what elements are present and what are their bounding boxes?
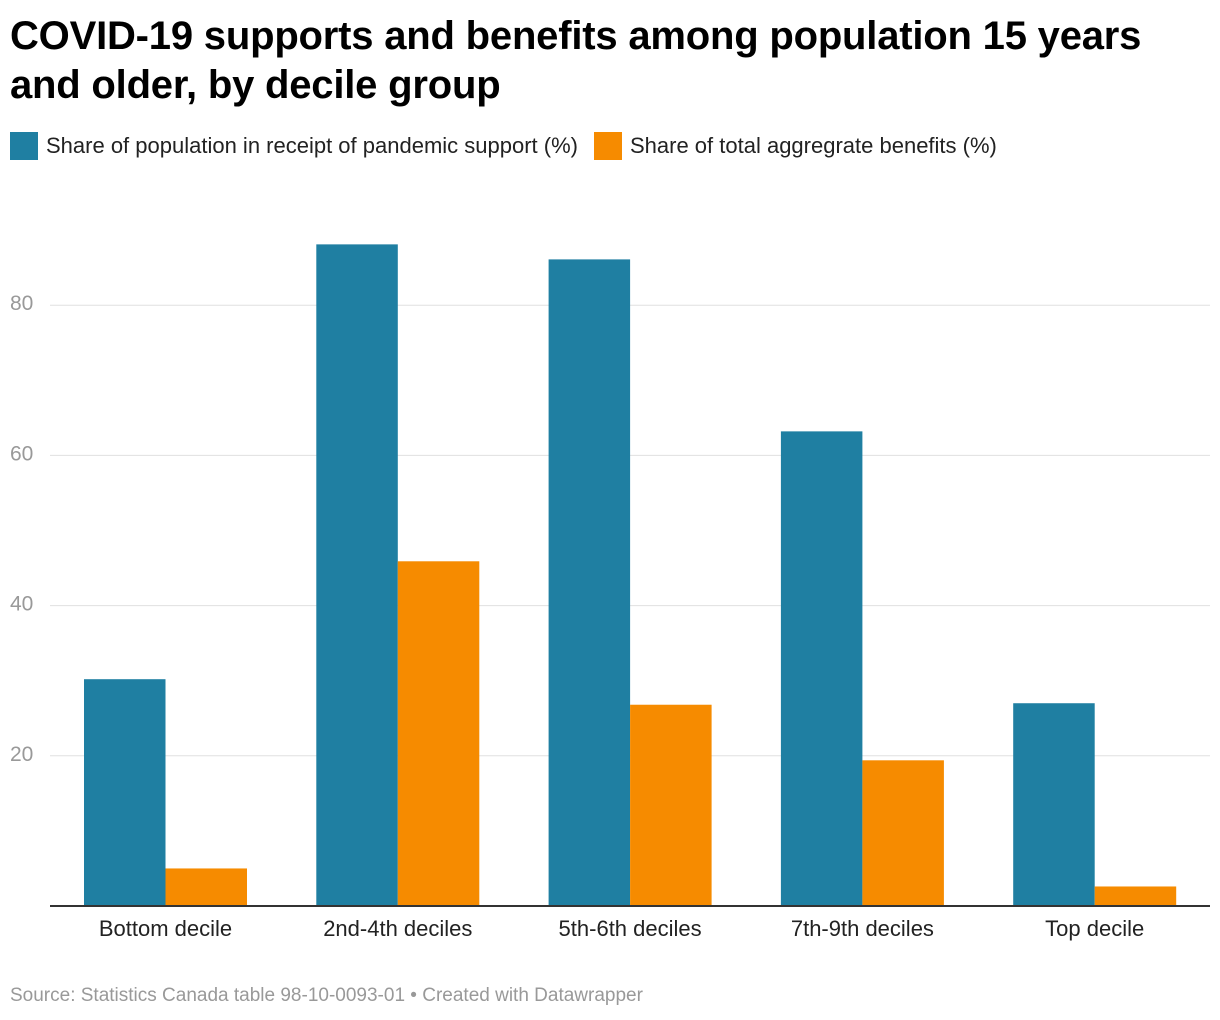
legend-item-benefits: Share of total aggregrate benefits (%) [593,132,997,160]
bar-support [780,431,863,906]
legend-swatch-benefits [593,132,622,160]
legend-swatch-support [10,132,38,160]
legend-label-support: Share of population in receipt of pandem… [46,133,578,158]
y-tick-label: 60 [10,442,33,465]
legend-item-support: Share of population in receipt of pandem… [10,132,578,160]
bar-support [1013,703,1095,906]
bar-benefits [862,760,944,906]
bar-benefits [397,561,480,906]
y-tick-label: 20 [10,743,33,766]
source-note: Source: Statistics Canada table 98-10-00… [10,985,643,1006]
x-tick-label: Top decile [1045,916,1144,941]
bar-benefits [1094,886,1177,906]
chart-title: COVID-19 supports and benefits among pop… [10,14,1142,107]
x-tick-label: 2nd-4th deciles [323,916,472,941]
bar-support [548,259,631,906]
bar-benefits [630,704,712,906]
y-tick-label: 80 [10,292,33,315]
legend-label-benefits: Share of total aggregrate benefits (%) [629,133,997,158]
x-tick-label: 5th-6th deciles [559,916,702,941]
legend: Share of population in receipt of pandem… [10,131,1013,161]
y-tick-label: 40 [10,593,33,616]
bar-support [316,244,398,906]
bar-benefits [165,868,247,906]
x-tick-label: 7th-9th deciles [791,916,934,941]
x-tick-label: Bottom decile [99,916,232,941]
bar-support [84,679,166,906]
